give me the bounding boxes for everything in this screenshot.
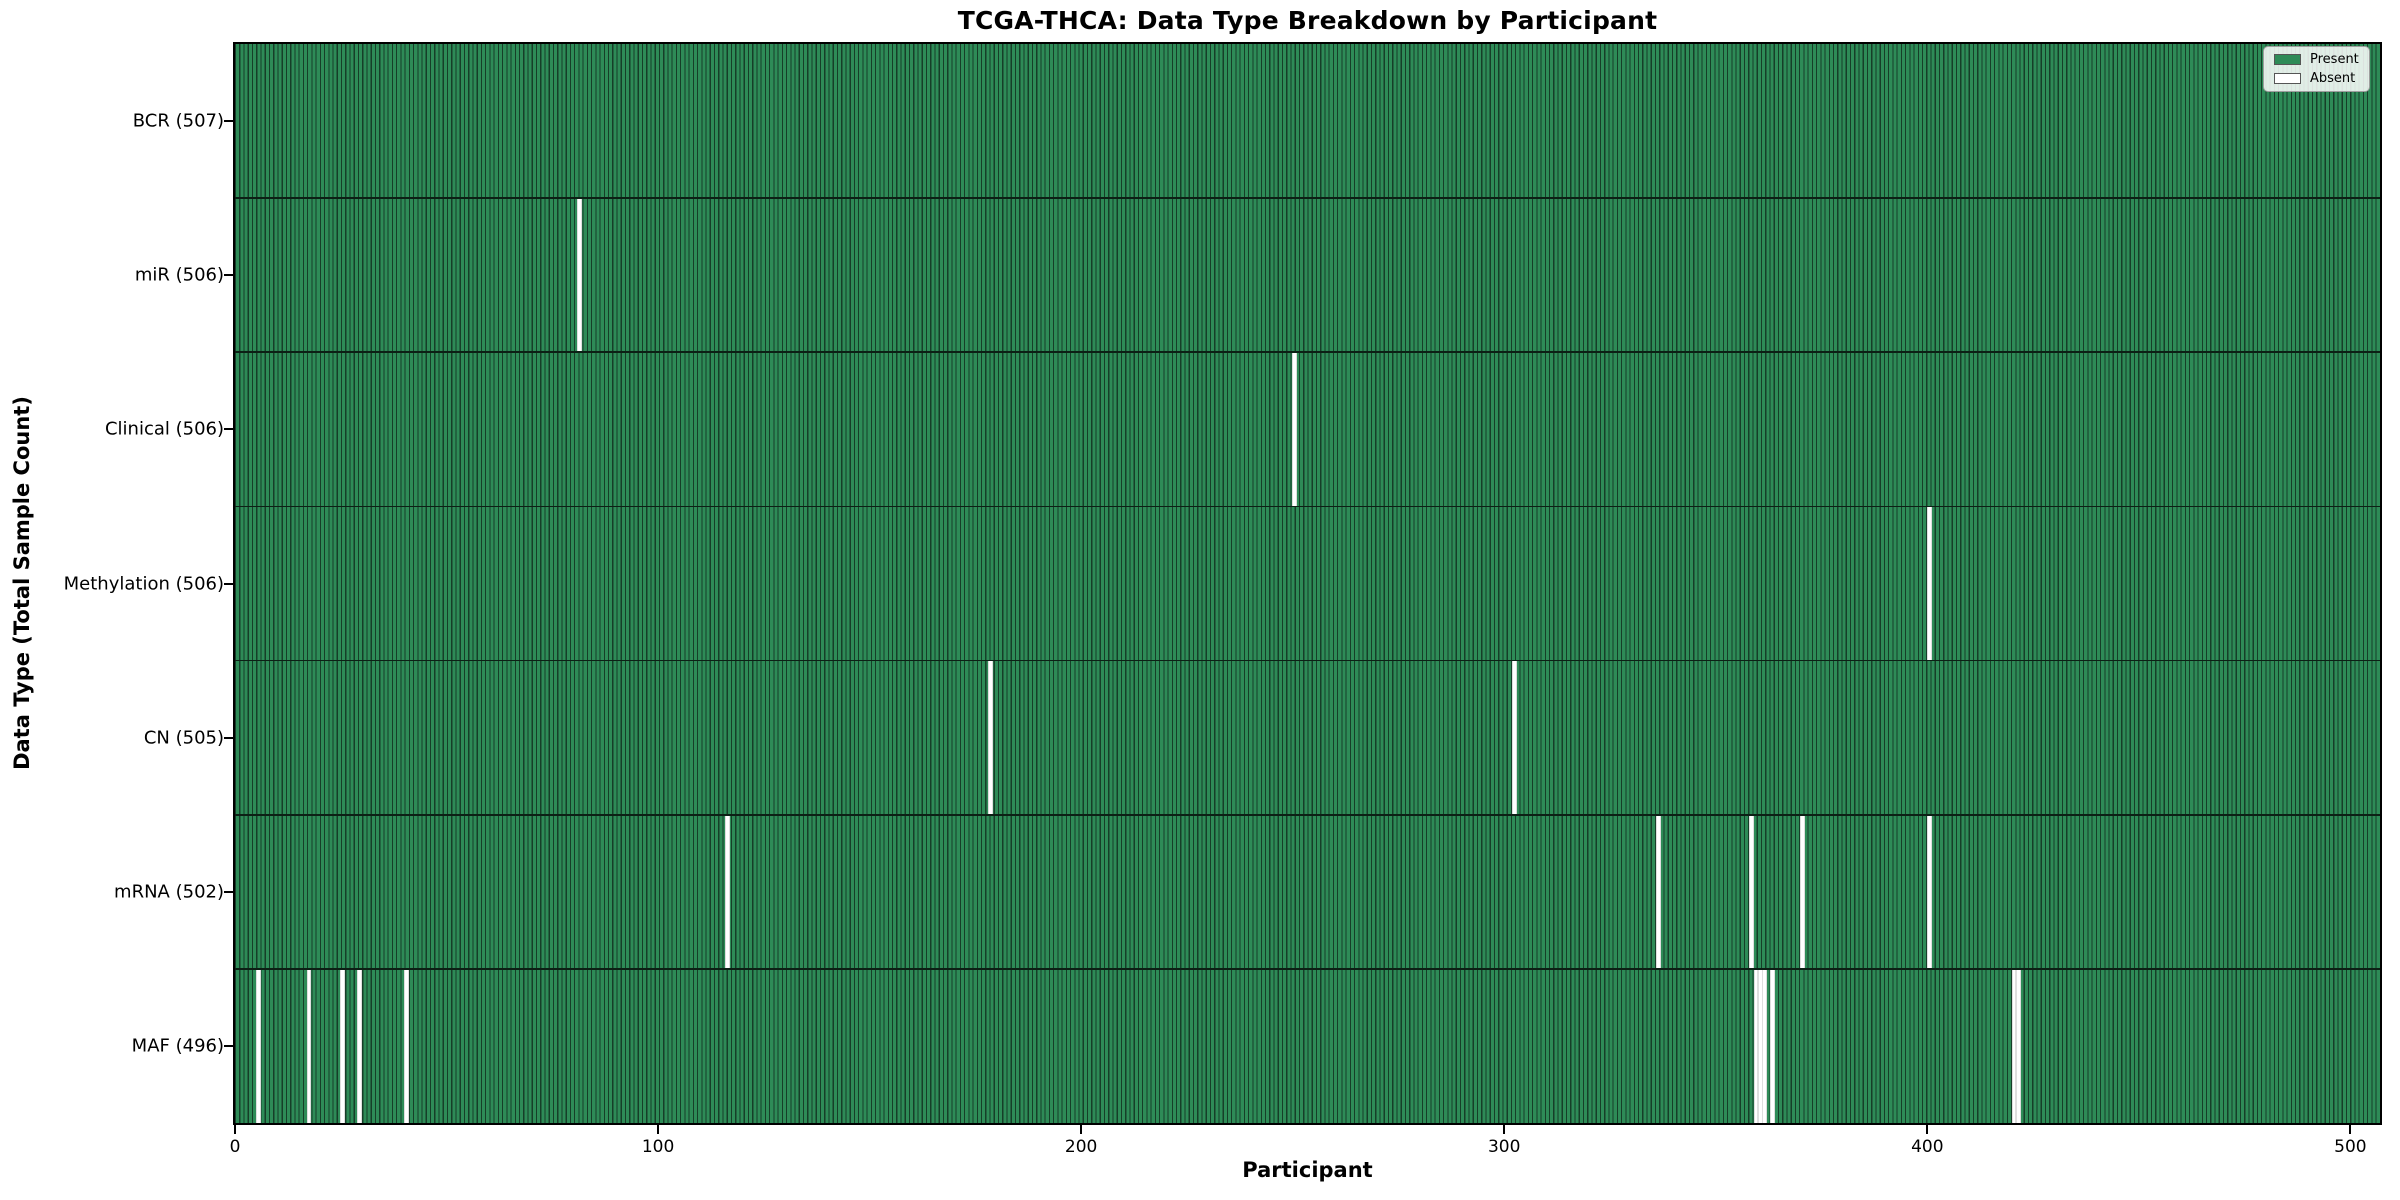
absent-stripe — [357, 968, 363, 1123]
absent-stripe — [577, 198, 583, 353]
row-separator — [235, 505, 2380, 508]
y-tick-mark — [224, 1044, 233, 1047]
x-tick-label: 500 — [2334, 1137, 2367, 1157]
y-tick-label: mRNA (502) — [114, 881, 224, 903]
y-tick-mark — [224, 428, 233, 431]
y-tick-label: Clinical (506) — [104, 418, 224, 440]
x-axis-label: Participant — [1242, 1158, 1373, 1182]
legend-label-absent: Absent — [2310, 71, 2356, 86]
y-tick-label: Methylation (506) — [63, 573, 224, 594]
absent-stripe — [1770, 968, 1776, 1123]
x-tick-label: 300 — [1487, 1137, 1521, 1157]
absent-stripe — [1762, 968, 1767, 1123]
x-tick-label: 100 — [641, 1137, 675, 1157]
absent-stripe — [306, 968, 312, 1123]
legend-item-present: Present — [2274, 53, 2359, 66]
absent-stripe — [340, 968, 346, 1123]
x-tick-mark — [2349, 1125, 2352, 1134]
absent-stripe — [1757, 968, 1763, 1123]
absent-stripe — [1927, 506, 1932, 661]
absent-stripe — [2015, 968, 2021, 1123]
y-tick-label: MAF (496) — [131, 1035, 224, 1057]
absent-stripe — [2011, 968, 2017, 1123]
row-separator — [235, 197, 2380, 200]
y-tick-mark — [224, 582, 233, 585]
row-separator — [235, 968, 2380, 970]
x-tick-mark — [1503, 1125, 1506, 1134]
absent-stripe — [1927, 814, 1932, 969]
y-tick-label: CN (505) — [143, 727, 224, 749]
x-tick-mark — [234, 1125, 236, 1134]
x-tick-mark — [1080, 1125, 1083, 1134]
y-tick-label: miR (506) — [134, 264, 224, 286]
absent-stripe — [1800, 814, 1805, 969]
x-tick-mark — [657, 1125, 660, 1134]
y-tick-mark — [224, 736, 233, 739]
row-separator — [235, 659, 2380, 662]
absent-stripe — [255, 968, 261, 1123]
y-tick-mark — [224, 890, 233, 893]
y-axis-label: Data Type (Total Sample Count) — [10, 396, 34, 770]
legend: Present Absent — [2263, 46, 2370, 92]
absent-stripe — [1656, 814, 1662, 969]
legend-item-absent: Absent — [2274, 72, 2359, 85]
x-tick-label: 400 — [1911, 1137, 1944, 1157]
absent-stripe — [1753, 968, 1759, 1123]
absent-stripe — [1292, 352, 1298, 507]
absent-swatch-icon — [2274, 73, 2301, 84]
chart-title: TCGA-THCA: Data Type Breakdown by Partic… — [957, 6, 1658, 35]
absent-stripe — [1512, 660, 1518, 815]
y-tick-label: BCR (507) — [132, 110, 224, 132]
y-tick-mark — [224, 274, 233, 277]
x-tick-mark — [1926, 1125, 1929, 1134]
absent-stripe — [987, 660, 993, 815]
y-tick-mark — [224, 120, 233, 123]
absent-stripe — [403, 968, 409, 1123]
absent-stripe — [725, 814, 731, 969]
x-tick-label: 200 — [1064, 1137, 1098, 1157]
x-tick-label: 0 — [229, 1137, 241, 1157]
plot-area — [233, 42, 2382, 1125]
absent-stripe — [1749, 814, 1755, 969]
row-separator — [235, 813, 2380, 816]
present-swatch-icon — [2274, 54, 2301, 65]
row-separator — [235, 351, 2380, 354]
legend-label-present: Present — [2310, 52, 2359, 67]
